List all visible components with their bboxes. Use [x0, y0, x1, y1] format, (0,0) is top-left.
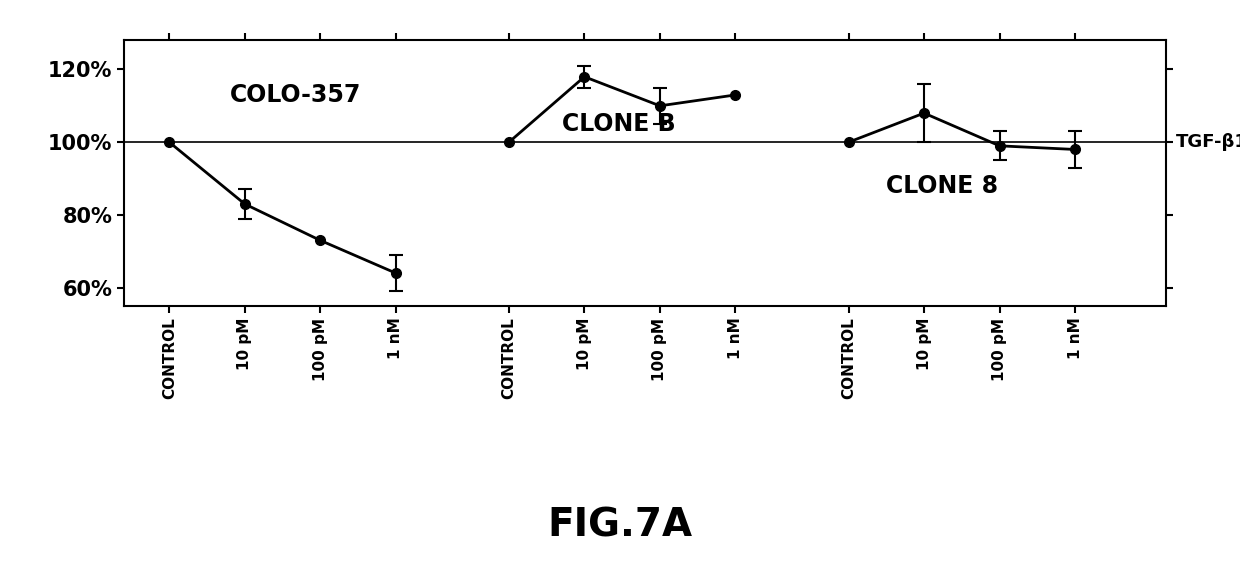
Text: FIG.7A: FIG.7A [547, 506, 693, 544]
Text: CLONE 8: CLONE 8 [887, 174, 998, 198]
Text: CLONE B: CLONE B [562, 112, 676, 136]
Text: COLO-357: COLO-357 [229, 83, 361, 107]
Text: TGF-β1: TGF-β1 [1176, 133, 1240, 151]
